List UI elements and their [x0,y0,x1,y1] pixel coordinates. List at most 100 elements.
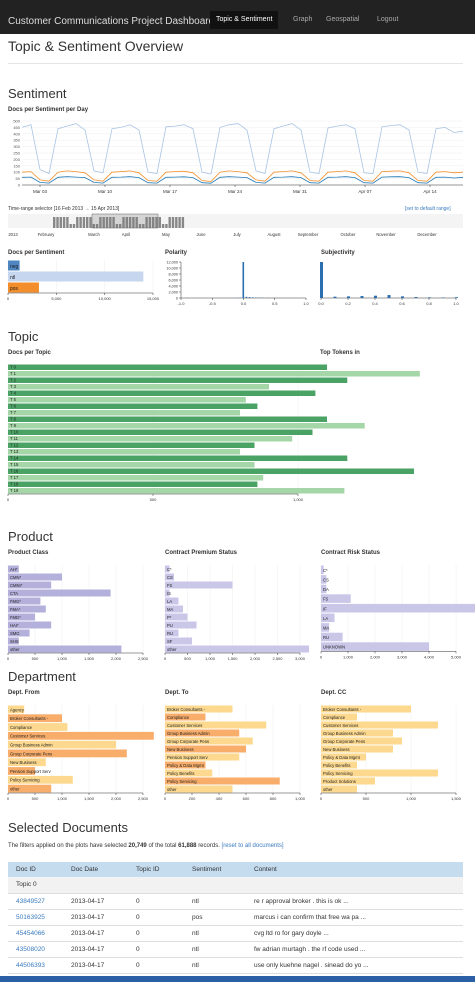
x-tick-label: 2,500 [138,796,149,801]
sentiment-section-title: Sentiment [8,86,67,101]
polarity-title: Polarity [165,250,188,256]
bar-label: FMD* [10,615,21,620]
docs-per-sentiment-title: Docs per Sentiment [8,250,65,256]
nav-logout[interactable]: Logout [377,16,399,23]
doc-id-link[interactable]: 50163925 [8,909,63,926]
bar-label: T 0 [10,365,17,370]
bar-17 [8,475,264,481]
brush-bar [119,224,122,228]
bar-policy-benefits [165,769,213,777]
brush-background [8,214,463,228]
col-doc-id[interactable]: Doc ID [8,862,63,877]
docs-per-sentiment-chart[interactable]: 0 5,000 10,000 15,000 neg ntl pos [7,260,160,308]
page-title: Topic & Sentiment Overview [8,38,184,54]
col-content[interactable]: Content [246,862,463,877]
doc-id-link[interactable]: 45454066 [8,925,63,942]
table-row[interactable]: 45454066 2013-04-17 0 ntl cvg ltd ro for… [8,925,463,942]
brush-bar [76,217,79,228]
bar-p- [165,613,188,621]
bar-label: C* [167,567,172,572]
dept-cc-chart[interactable]: 0 500 1,000 1,500 Broker Consultants - Compli… [320,705,463,802]
bar-label: Policy Servicing [323,771,353,776]
bar-cmn- [8,573,62,581]
doc-id-link[interactable]: 43849527 [8,893,63,910]
app-brand[interactable]: Customer Communications Project Dashboar… [8,16,215,27]
table-row[interactable]: 43508020 2013-04-17 0 ntl fw adrian murt… [8,941,463,958]
brush-bar [92,224,95,228]
brush-bar [62,217,66,228]
doc-content: use only kuehne nagel . sinead do yo ... [246,957,463,974]
product-class-chart[interactable]: 0 500 1,000 1,500 2,000 2,500 AH* CMN* CMNI* CTA F… [7,565,153,663]
bar-label: T 13 [10,449,19,454]
brush-bar [95,224,99,228]
brush-bar [148,217,152,228]
docs-per-topic-chart[interactable]: 0 500 1,000 T 0T 1 T 2T 3 T 4T 5 T 6T 7 T 8T 9 T… [7,364,420,512]
brush-bar [181,217,185,228]
hist-bar [333,296,337,298]
reset-range-link[interactable]: [set to default range] [405,206,451,212]
bar-label: T 6 [10,404,17,409]
bar-label: C* [323,568,328,573]
nav-graph[interactable]: Graph [293,16,313,23]
brush-bar [112,217,115,228]
month-label: April [122,232,130,237]
time-range-selector[interactable]: 2013 February March April May June July August S… [8,213,463,240]
doc-id-link[interactable]: 44506393 [8,957,63,974]
reset-docs-link[interactable]: [reset to all documents] [221,843,284,849]
bar-label: Customer Services [167,723,202,728]
bar-label: T 17 [10,475,19,480]
hist-bar [428,297,431,298]
bar-1 [8,371,420,377]
bar-policy-servicing [8,775,73,784]
bar-label: Policy Benefits [167,771,194,776]
bar-0 [8,364,327,370]
bar-cmni- [8,581,52,589]
subjectivity-chart[interactable]: 0.0 0.2 0.4 0.6 0.8 1.0 [318,260,463,308]
dept-to-chart[interactable]: 0 200 400 600 800 1,000 Broker Consultants - Co… [164,705,310,802]
bar-label: T 15 [10,462,19,467]
bar-customer-services [8,731,154,740]
bar-label: T 4 [10,391,17,396]
table-row[interactable]: 44506393 2013-04-17 0 ntl use only kuehn… [8,957,463,974]
bar-broker-consultants- [8,714,62,723]
bar-new-business [8,758,46,767]
y-tick-label: 2,000 [168,290,178,294]
bar-policy-benefits [321,761,357,769]
bar-label: MA [323,626,329,631]
bar-policy-servicing [165,777,280,785]
bar-label: T 12 [10,443,19,448]
group-label: Topic 0 [8,877,463,894]
doc-date: 2013-04-17 [63,941,128,958]
bar-label: Group Corporate Pens [323,739,365,744]
brush-bar [158,217,161,228]
doc-sentiment: ntl [184,941,246,958]
bar-16 [8,468,414,474]
col-doc-date[interactable]: Doc Date [63,862,128,877]
bar-label: Group Corporate Pens [167,739,209,744]
brush-bar [178,217,181,228]
time-range-value: [16 Feb 2013 → 15 Apr 2013] [53,206,120,212]
bar-agency [8,705,25,714]
total-count: 61,888 [178,843,197,849]
contract-risk-chart[interactable]: 0 1,000 2,000 3,000 4,000 5,000 C* CS DA FS IF LA MA… [320,565,475,663]
doc-id-link[interactable]: 43508020 [8,941,63,958]
contract-premium-chart[interactable]: 0 500 1,000 1,500 2,000 2,500 3,000 C* CS FS IS LA M… [164,565,310,663]
bar-label: Compliance [10,725,33,730]
bar-policy-servicing [321,769,438,777]
nav-geospatial[interactable]: Geospatial [326,16,360,23]
polarity-chart[interactable]: 0 2,000 4,000 6,000 8,000 10,000 12,000 -1.0 -0.… [165,260,310,308]
bar-label: FMA* [10,607,21,612]
bar-label: T 8 [10,417,17,422]
dept-from-chart[interactable]: 0 500 1,000 1,500 2,000 2,500 Agency Broker Con… [7,705,154,802]
group-row: Topic 0 [8,877,463,894]
nav-topic-sentiment[interactable]: Topic & Sentiment [210,11,279,29]
bar-label: Group Business Admin [10,743,53,748]
bar-19 [8,488,345,494]
doc-sentiment: ntl [184,957,246,974]
brush-bar [56,217,59,228]
col-sentiment[interactable]: Sentiment [184,862,246,877]
table-row[interactable]: 43849527 2013-04-17 0 ntl re r approval … [8,893,463,910]
col-topic-id[interactable]: Topic ID [128,862,184,877]
table-row[interactable]: 50163925 2013-04-17 0 pos marcus i can c… [8,909,463,926]
